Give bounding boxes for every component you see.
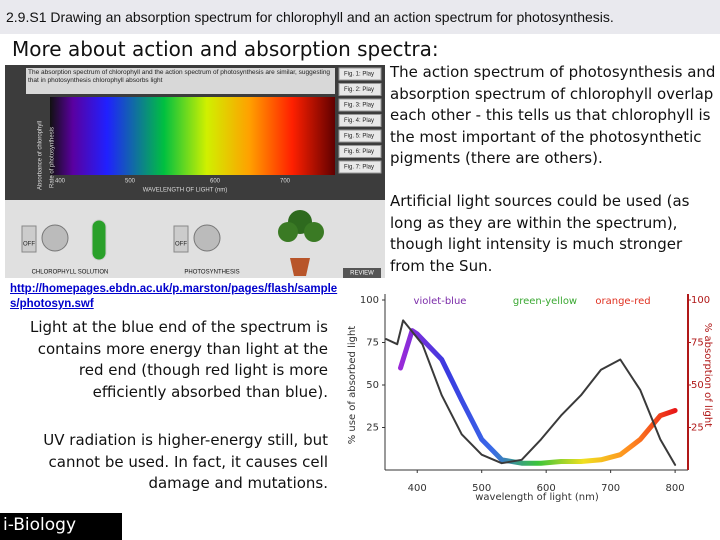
y-tick-label: 50 bbox=[366, 380, 379, 391]
x-tick-label: 700 bbox=[601, 483, 620, 494]
spectra-chart: 25 50 75 100 25 50 75 100 400 500 600 700 800 wavelen… bbox=[347, 294, 713, 503]
switch-label: OFF bbox=[23, 242, 35, 248]
review-button[interactable] bbox=[343, 268, 381, 278]
x-tick-label: 500 bbox=[472, 483, 491, 494]
test-tube bbox=[91, 219, 107, 261]
sim-x-tick: 700 bbox=[280, 179, 291, 185]
sim-x-label: WAVELENGTH OF LIGHT (nm) bbox=[143, 188, 228, 194]
play-button[interactable] bbox=[338, 67, 382, 81]
title-bar: 2.9.S1 Drawing an absorption spectrum fo… bbox=[0, 0, 720, 34]
switch bbox=[21, 225, 37, 253]
play-label[interactable]: Fig. 1: Play bbox=[344, 72, 374, 78]
y-tick-label: 75 bbox=[366, 338, 379, 349]
heading: More about action and absorption spectra… bbox=[12, 37, 439, 61]
paragraph: Artificial light sources could be used (… bbox=[390, 192, 690, 275]
y-tick-label: 25 bbox=[366, 423, 379, 434]
y2-tick-label: 25 bbox=[691, 423, 704, 434]
play-button[interactable] bbox=[338, 83, 382, 96]
sim-caption: The absorption spectrum of chlorophyll a… bbox=[28, 69, 331, 84]
band-label: violet-blue bbox=[414, 296, 467, 307]
sim-y-label: Rate of photosynthesis bbox=[50, 127, 56, 188]
sim-x-tick: 500 bbox=[125, 179, 136, 185]
panel-label: CHLOROPHYLL SOLUTION bbox=[32, 270, 109, 276]
sim-caption-box bbox=[26, 68, 335, 94]
lamp bbox=[41, 224, 69, 252]
play-button[interactable] bbox=[338, 114, 382, 127]
sim-y-label: Absorbance of chlorophyll bbox=[38, 121, 44, 190]
play-button[interactable] bbox=[338, 145, 382, 158]
sim-x-tick: 600 bbox=[210, 179, 221, 185]
simulation: The absorption spectrum of chlorophyll a… bbox=[5, 65, 385, 278]
link[interactable]: http://homepages.ebdn.ac.uk/p.marston/pa… bbox=[10, 283, 338, 310]
lamp bbox=[193, 224, 221, 252]
y-axis-label: % use of absorbed light bbox=[347, 326, 358, 445]
y2-tick-label: 50 bbox=[691, 380, 704, 391]
sim-x-tick: 400 bbox=[55, 179, 66, 185]
x-axis-label: wavelength of light (nm) bbox=[475, 492, 599, 503]
review-label[interactable]: REVIEW bbox=[350, 271, 374, 277]
spectrum bbox=[50, 97, 335, 175]
paragraph: UV radiation is higher-energy still, but… bbox=[43, 431, 328, 492]
band-label: orange-red bbox=[595, 296, 650, 307]
band-label: green-yellow bbox=[513, 296, 577, 307]
play-button[interactable] bbox=[338, 129, 382, 143]
y2-tick-label: 100 bbox=[691, 295, 710, 306]
play-label[interactable]: Fig. 3: Play bbox=[344, 103, 374, 109]
play-label[interactable]: Fig. 5: Play bbox=[344, 134, 374, 140]
y-tick-label: 100 bbox=[360, 295, 379, 306]
slide-title: 2.9.S1 Drawing an absorption spectrum fo… bbox=[6, 9, 614, 25]
plant bbox=[278, 210, 324, 276]
play-button[interactable] bbox=[338, 160, 382, 174]
play-label[interactable]: Fig. 4: Play bbox=[344, 118, 374, 124]
play-label[interactable]: Fig. 6: Play bbox=[344, 149, 374, 155]
y2-tick-label: 75 bbox=[691, 338, 704, 349]
x-tick-label: 400 bbox=[408, 483, 427, 494]
play-button[interactable] bbox=[338, 98, 382, 112]
x-tick-label: 800 bbox=[666, 483, 685, 494]
play-label[interactable]: Fig. 2: Play bbox=[344, 87, 374, 93]
spectrum-line bbox=[398, 328, 678, 466]
y2-axis-label: % absorption of light bbox=[702, 323, 713, 427]
x-tick-label: 600 bbox=[537, 483, 556, 494]
switch-label: OFF bbox=[175, 242, 187, 248]
paragraph: The action spectrum of photosynthesis an… bbox=[390, 63, 716, 167]
panel-label: PHOTOSYNTHESIS bbox=[184, 270, 239, 276]
switch bbox=[173, 225, 189, 253]
paragraph: Light at the blue end of the spectrum is… bbox=[30, 318, 328, 401]
logo: i-Biology bbox=[0, 513, 122, 540]
spectrum-line bbox=[385, 319, 677, 466]
play-label[interactable]: Fig. 7: Play bbox=[344, 165, 374, 171]
